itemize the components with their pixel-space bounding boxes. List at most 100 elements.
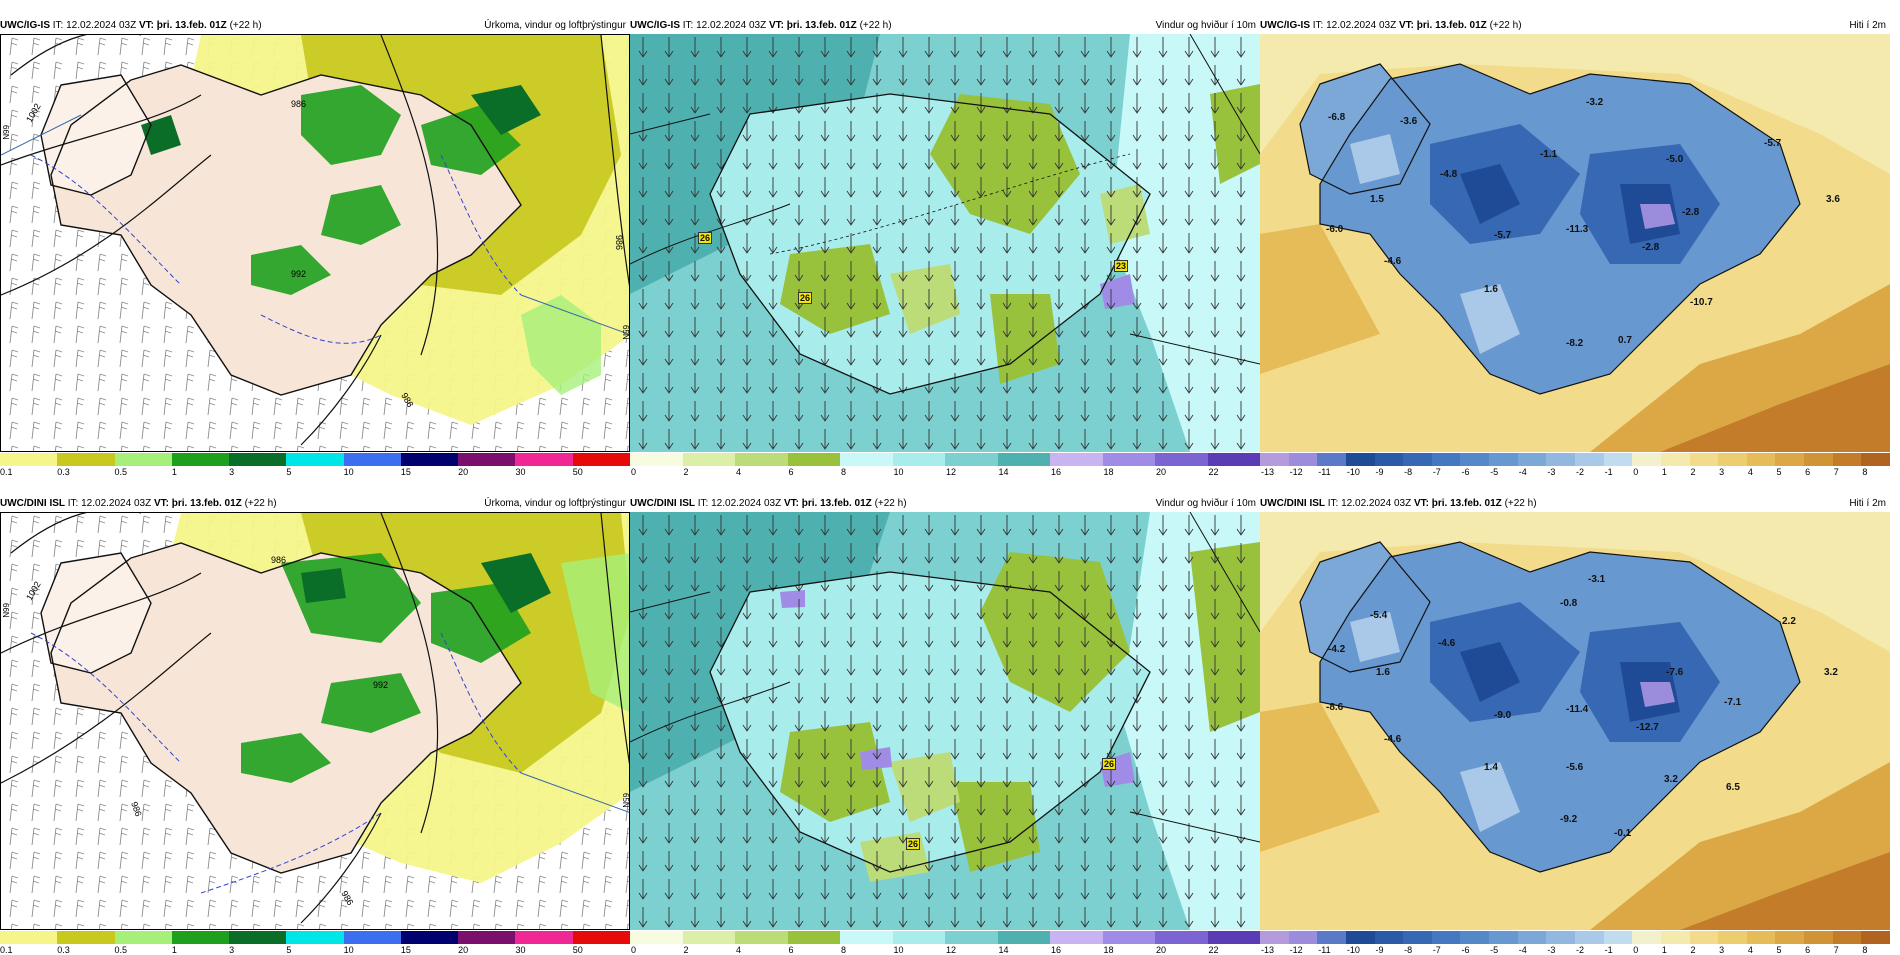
- vt-prefix: VT:: [1398, 20, 1414, 31]
- colorbar-swatch: [630, 931, 683, 944]
- temp-value: -4.6: [1384, 256, 1402, 267]
- colorbar-swatch: [0, 453, 58, 466]
- colorbar-label: 30: [515, 945, 526, 955]
- colorbar-label: 0: [1633, 467, 1639, 477]
- valid-time: þri. 13.feb. 01Z: [801, 498, 872, 509]
- colorbar-swatch: [892, 931, 946, 944]
- colorbar-temp: -13 -12 -11 -10 -9 -8 -7 -6 -5 -4 -3 -2 -1 0 1 2 3 4 5 6 7 8: [1260, 453, 1891, 477]
- colorbar-swatch: [1718, 931, 1748, 944]
- colorbar-label: 2: [1690, 467, 1696, 477]
- colorbar-swatch: [1832, 453, 1862, 466]
- isobar-label: 986: [291, 99, 306, 109]
- colorbar-label: 6: [788, 945, 794, 955]
- temp-value: 0.7: [1618, 335, 1632, 346]
- colorbar-label: 18: [1103, 945, 1114, 955]
- gust-value: 26: [906, 838, 921, 850]
- colorbar-label: 15: [400, 467, 411, 477]
- colorbar-swatch: [229, 931, 287, 944]
- colorbar-swatch: [1746, 453, 1776, 466]
- colorbar-label: 3: [1719, 467, 1725, 477]
- colorbar-label: 15: [400, 945, 411, 955]
- colorbar-swatch: [1489, 931, 1519, 944]
- colorbar-label: 5: [286, 945, 292, 955]
- colorbar-swatch: [1345, 453, 1376, 466]
- gust-value: 26: [1102, 758, 1117, 770]
- colorbar-label: -11: [1318, 945, 1331, 955]
- temp-value: -2.8: [1642, 242, 1660, 253]
- temp-value: 3.2: [1824, 667, 1838, 678]
- colorbar-swatch: [1603, 453, 1633, 466]
- panel-header: UWC/DINI ISL IT: 12.02.2024 03Z VT: þri.…: [0, 495, 630, 512]
- colorbar-swatch: [1374, 931, 1404, 944]
- vt-prefix: VT:: [1413, 498, 1429, 509]
- temp-value: 3.2: [1664, 774, 1678, 785]
- colorbar-label: 12: [946, 945, 957, 955]
- lead-time: (+22 h): [874, 498, 907, 509]
- colorbar-swatch: [1861, 453, 1891, 466]
- colorbar-swatch: [1431, 931, 1461, 944]
- it-prefix: IT:: [1327, 498, 1339, 509]
- temp-value: -4.2: [1328, 644, 1346, 655]
- colorbar-label: 10: [343, 467, 354, 477]
- panel-wind-dini: UWC/DINI ISL IT: 12.02.2024 03Z VT: þri.…: [630, 495, 1261, 955]
- panel-title: Hiti í 2m: [1849, 20, 1886, 31]
- colorbar-swatch: [1775, 453, 1805, 466]
- vt-prefix: VT:: [138, 20, 154, 31]
- colorbar-label: 20: [458, 467, 469, 477]
- colorbar-label: 6: [788, 467, 794, 477]
- colorbar-label: 12: [946, 467, 957, 477]
- colorbar-label: 0.3: [57, 945, 70, 955]
- colorbar-label: 8: [1862, 467, 1868, 477]
- it-prefix: IT:: [682, 20, 694, 31]
- colorbar-label: -10: [1346, 945, 1360, 955]
- model-name: UWC/DINI ISL: [0, 498, 65, 509]
- colorbar-label: 2: [683, 467, 689, 477]
- colorbar-swatch: [114, 453, 173, 466]
- colorbar-swatch: [787, 453, 841, 466]
- lead-time: (+22 h): [244, 498, 277, 509]
- colorbar-swatch: [1460, 931, 1490, 944]
- precip-map: 1002 986 986 992 986 66N 65N: [0, 34, 630, 452]
- lead-time: (+22 h): [1489, 20, 1522, 31]
- lead-time: (+22 h): [1504, 498, 1537, 509]
- temp-value: -1.1: [1540, 149, 1558, 160]
- colorbar-label: 0: [631, 467, 637, 477]
- colorbar-label: 0.5: [114, 467, 128, 477]
- colorbar-label: 3: [229, 467, 235, 477]
- gust-value: 23: [1114, 260, 1129, 272]
- temp-value: -6.8: [1328, 112, 1346, 123]
- colorbar-label: 4: [736, 945, 742, 955]
- colorbar-swatch: [1102, 453, 1156, 466]
- temp-map: -6.8 -3.6 -3.2 -5.7 -1.1 -5.0 -4.8 3.6 1…: [1260, 34, 1890, 452]
- colorbar-label: 20: [1156, 467, 1167, 477]
- temp-value: -5.7: [1764, 138, 1782, 149]
- colorbar-swatch: [458, 453, 516, 466]
- colorbar-swatch: [0, 931, 58, 944]
- panel-header: UWC/DINI ISL IT: 12.02.2024 03Z VT: þri.…: [1260, 495, 1890, 512]
- colorbar-swatch: [1155, 453, 1208, 466]
- model-name: UWC/IG-IS: [630, 20, 680, 31]
- colorbar-wind: 0 2 4 6 8 10 12 14 16 18 20 22: [630, 453, 1261, 477]
- colorbar-swatch: [1403, 453, 1433, 466]
- panel-header: UWC/IG-IS IT: 12.02.2024 03Z VT: þri. 13…: [1260, 17, 1890, 34]
- colorbar-label: 0: [631, 945, 637, 955]
- colorbar-label: -5: [1490, 945, 1499, 955]
- colorbar-label: 1: [171, 467, 177, 477]
- colorbar-label: 1: [1661, 945, 1667, 955]
- temp-value: 3.6: [1826, 194, 1840, 205]
- lead-time: (+22 h): [859, 20, 892, 31]
- colorbar-swatch: [1718, 453, 1748, 466]
- vt-prefix: VT:: [783, 498, 799, 509]
- colorbar-label: 8: [841, 945, 847, 955]
- colorbar-label: 4: [1747, 945, 1753, 955]
- colorbar-label: 22: [1208, 467, 1219, 477]
- colorbar-swatch: [1575, 453, 1605, 466]
- colorbar-label: -6: [1461, 945, 1470, 955]
- colorbar-label: 5: [1776, 467, 1782, 477]
- colorbar-swatch: [57, 931, 116, 944]
- colorbar-swatch: [787, 931, 841, 944]
- colorbar-swatch: [515, 931, 574, 944]
- colorbar-label: 20: [1156, 945, 1167, 955]
- colorbar-label: 4: [1747, 467, 1753, 477]
- gust-value: 26: [698, 232, 713, 244]
